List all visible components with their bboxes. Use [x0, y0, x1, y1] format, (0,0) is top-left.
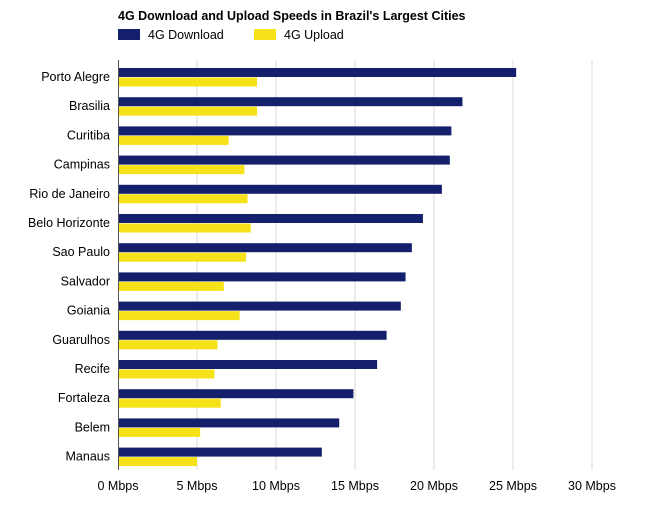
bars [119, 68, 517, 467]
bar-upload [119, 398, 221, 408]
bar-upload [119, 252, 246, 262]
bar-download [119, 68, 517, 77]
bar-download [119, 126, 452, 136]
x-tick-label: 20 Mbps [410, 479, 458, 493]
x-tick-label: 0 Mbps [98, 479, 139, 493]
bar-download [119, 418, 340, 428]
category-label: Guarulhos [52, 333, 110, 347]
bar-upload [119, 135, 229, 145]
bar-upload [119, 77, 258, 87]
bar-upload [119, 427, 201, 437]
category-label: Sao Paulo [52, 245, 110, 259]
category-label: Brasilia [69, 99, 110, 113]
category-label: Campinas [54, 158, 110, 172]
bar-download [119, 243, 412, 253]
category-labels: Porto Alegre Brasilia Curitiba Campinas Rio … [28, 70, 110, 464]
bar-upload [119, 311, 240, 321]
bar-download [119, 184, 442, 194]
x-tick-label: 25 Mbps [489, 479, 537, 493]
x-tick-label: 10 Mbps [252, 479, 300, 493]
category-label: Curitiba [67, 128, 110, 142]
category-label: Salvador [61, 274, 110, 288]
legend-swatch-download [118, 29, 140, 40]
bar-download [119, 214, 423, 223]
category-label: Goiania [67, 304, 110, 318]
category-label: Belo Horizonte [28, 216, 110, 230]
category-label: Belem [75, 420, 110, 434]
x-tick-label: 30 Mbps [568, 479, 616, 493]
x-tick-label: 15 Mbps [331, 479, 379, 493]
category-label: Fortaleza [58, 391, 110, 405]
bar-download [119, 360, 378, 369]
bar-upload [119, 165, 245, 175]
bar-upload [119, 194, 248, 204]
legend: 4G Download 4G Upload [118, 28, 344, 42]
x-tick-labels: 0 Mbps 5 Mbps 10 Mbps 15 Mbps 20 Mbps 25 Mbps… [98, 479, 616, 493]
bar-upload [119, 223, 251, 233]
bar-download [119, 330, 387, 340]
bar-download [119, 272, 406, 282]
x-tick-label: 5 Mbps [177, 479, 218, 493]
bar-upload [119, 457, 197, 467]
category-label: Porto Alegre [41, 70, 110, 84]
bar-download [119, 301, 401, 311]
category-label: Manaus [66, 450, 110, 464]
bar-download [119, 97, 463, 107]
bar-upload [119, 106, 258, 116]
legend-label-download: 4G Download [148, 28, 224, 42]
chart-title: 4G Download and Upload Speeds in Brazil'… [118, 9, 466, 23]
category-label: Rio de Janeiro [29, 187, 110, 201]
legend-swatch-upload [254, 29, 276, 40]
bar-upload [119, 340, 218, 350]
gridlines [118, 60, 593, 470]
bar-download [119, 155, 450, 165]
bar-download [119, 447, 322, 457]
bar-upload [119, 369, 215, 379]
legend-label-upload: 4G Upload [284, 28, 344, 42]
bar-download [119, 389, 354, 399]
bar-upload [119, 281, 224, 291]
category-label: Recife [75, 362, 110, 376]
